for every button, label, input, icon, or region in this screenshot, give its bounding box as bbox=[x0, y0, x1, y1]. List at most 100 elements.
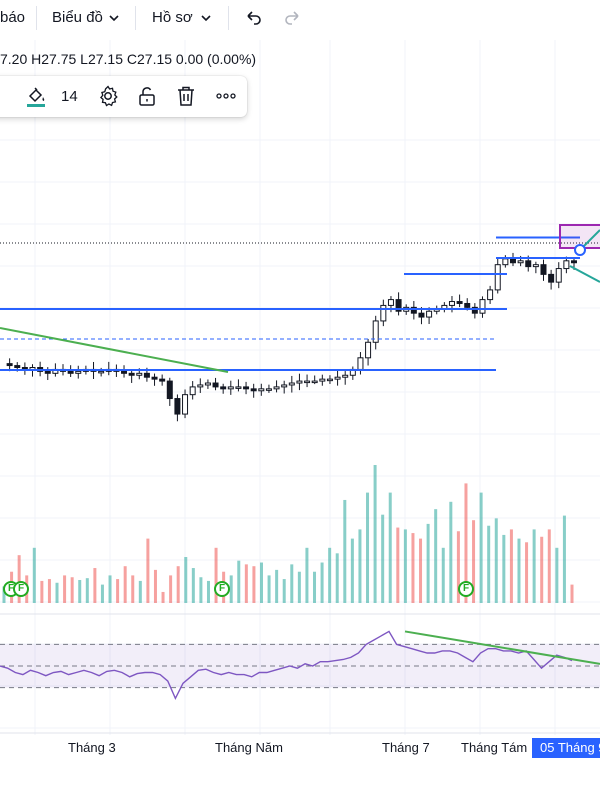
candle-body bbox=[182, 394, 189, 415]
candle-body bbox=[220, 386, 227, 390]
volume-bar bbox=[403, 529, 407, 603]
rsi-trendline bbox=[404, 630, 600, 665]
volume-bar bbox=[131, 575, 135, 603]
candle-body bbox=[326, 378, 333, 382]
volume-bar bbox=[184, 557, 188, 603]
chart-menu[interactable]: Biểu đồ bbox=[52, 9, 103, 26]
volume-bar bbox=[411, 533, 415, 603]
candle-body bbox=[311, 380, 318, 384]
line-width-value[interactable]: 14 bbox=[61, 88, 78, 105]
volume-bar bbox=[2, 586, 6, 603]
undo-icon[interactable] bbox=[243, 8, 263, 28]
candle-body bbox=[555, 268, 562, 283]
price-pane bbox=[0, 242, 600, 422]
volume-bar bbox=[555, 547, 559, 603]
profile-menu[interactable]: Hồ sơ bbox=[152, 9, 193, 26]
candle-body bbox=[44, 370, 51, 374]
volume-bar bbox=[229, 575, 233, 603]
volume-bar bbox=[282, 579, 286, 603]
chevron-down-icon[interactable] bbox=[108, 12, 120, 24]
volume-bar bbox=[259, 562, 263, 603]
volume-bar bbox=[305, 547, 309, 603]
divider bbox=[135, 6, 136, 30]
volume-bar bbox=[161, 591, 165, 603]
volume-bar bbox=[138, 580, 142, 603]
candle-body bbox=[334, 376, 341, 380]
lock-icon[interactable] bbox=[135, 84, 159, 108]
volume-bar bbox=[32, 547, 36, 603]
volume-bar bbox=[396, 527, 400, 603]
candle-body bbox=[281, 384, 288, 388]
divider bbox=[36, 6, 37, 30]
alert-menu[interactable]: báo bbox=[0, 9, 26, 26]
volume-bar bbox=[570, 584, 574, 603]
volume-bar bbox=[70, 577, 74, 603]
event-marker[interactable]: F bbox=[13, 581, 29, 597]
volume-bar bbox=[449, 501, 453, 603]
volume-bar bbox=[116, 579, 120, 603]
candle-body bbox=[258, 388, 265, 392]
volume-bar bbox=[297, 571, 301, 603]
top-bar: báo Biểu đồ Hồ sơ bbox=[0, 0, 600, 36]
volume-bar bbox=[350, 538, 354, 603]
volume-bar bbox=[100, 584, 104, 603]
volume-bar bbox=[494, 518, 498, 603]
candle-body bbox=[387, 299, 394, 306]
volume-bar bbox=[562, 515, 566, 603]
volume-bar bbox=[267, 575, 271, 603]
redo-icon[interactable] bbox=[283, 8, 303, 28]
volume-bar bbox=[426, 523, 430, 603]
volume-bar bbox=[335, 553, 339, 603]
volume-bar bbox=[464, 483, 468, 603]
volume-bar bbox=[206, 580, 210, 603]
candle-body bbox=[502, 258, 509, 266]
candle-body bbox=[471, 306, 478, 314]
candle-body bbox=[418, 312, 425, 318]
volume-bar bbox=[214, 547, 218, 603]
volume-bar bbox=[85, 578, 89, 603]
fill-color-icon[interactable] bbox=[24, 84, 48, 108]
volume-bar bbox=[517, 538, 521, 603]
event-marker[interactable]: F bbox=[214, 581, 230, 597]
candle-body bbox=[121, 370, 128, 374]
volume-bar bbox=[290, 564, 294, 603]
candle-body bbox=[227, 386, 234, 390]
volume-bar bbox=[252, 566, 256, 603]
volume-bar bbox=[328, 547, 332, 603]
volume-bar bbox=[93, 568, 97, 603]
volume-bar bbox=[343, 499, 347, 603]
candle-body bbox=[410, 306, 417, 314]
candle-body bbox=[365, 341, 372, 359]
candle-body bbox=[525, 260, 532, 268]
x-axis-label: Tháng 7 bbox=[382, 740, 430, 755]
candle-body bbox=[563, 260, 570, 270]
candle-body bbox=[151, 376, 158, 380]
volume-bar bbox=[47, 579, 51, 603]
candle-body bbox=[448, 301, 455, 306]
event-marker[interactable]: F bbox=[458, 581, 474, 597]
candle-body bbox=[540, 264, 547, 275]
chevron-down-icon[interactable] bbox=[200, 12, 212, 24]
candle-body bbox=[479, 299, 486, 314]
candle-body bbox=[509, 258, 516, 264]
candle-body bbox=[426, 310, 433, 318]
rsi-line bbox=[0, 630, 573, 701]
selected-trendline bbox=[569, 265, 600, 283]
gear-icon[interactable] bbox=[96, 84, 120, 108]
volume-bar bbox=[366, 492, 370, 603]
volume-bar bbox=[169, 575, 173, 603]
volume-bar bbox=[502, 534, 506, 603]
crosshair-date-label: 05 Tháng 9 bbox=[532, 738, 600, 758]
candle-body bbox=[395, 299, 402, 312]
candle-body bbox=[273, 386, 280, 390]
volume-bar bbox=[388, 492, 392, 603]
candle-body bbox=[212, 382, 219, 388]
more-options-icon[interactable] bbox=[214, 84, 238, 108]
trash-icon[interactable] bbox=[174, 84, 198, 108]
volume-bar bbox=[123, 566, 127, 603]
volume-bar bbox=[441, 547, 445, 603]
volume-bar bbox=[40, 580, 44, 603]
candle-body bbox=[342, 374, 349, 378]
candle-body bbox=[6, 363, 13, 367]
